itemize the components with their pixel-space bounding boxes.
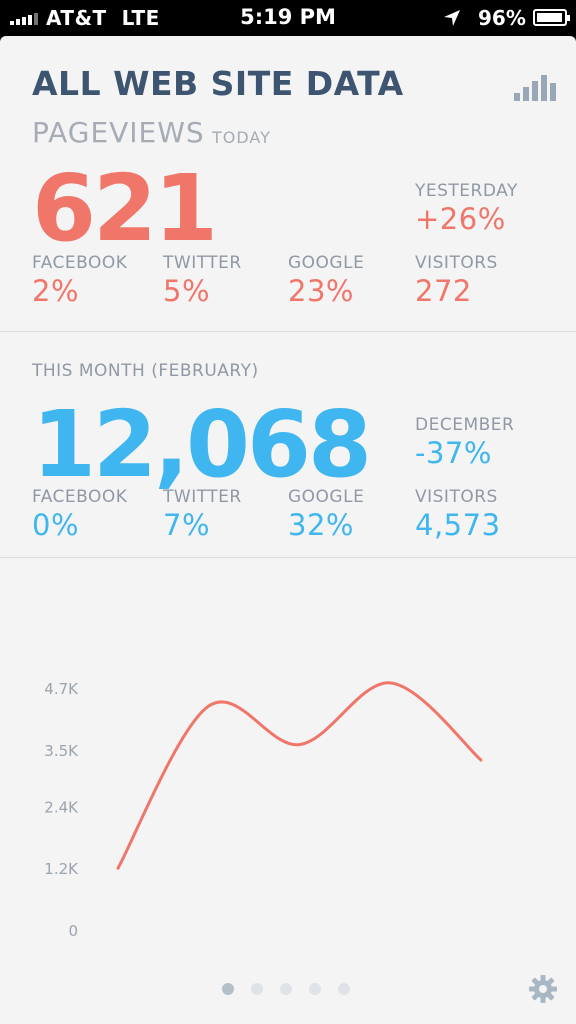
today-twitter-value: 5% xyxy=(163,274,211,308)
battery-percentage: 96% xyxy=(478,6,526,30)
month-pageviews-value: 12,068 xyxy=(32,391,372,498)
y-tick-label: 2.4K xyxy=(44,798,79,816)
battery-fill xyxy=(537,13,562,22)
today-twitter-label: TWITTER xyxy=(163,253,242,273)
month-facebook-value: 0% xyxy=(32,508,80,542)
page-dot[interactable] xyxy=(222,983,234,995)
section-divider xyxy=(0,557,576,558)
today-google-value: 23% xyxy=(288,274,354,308)
dashboard-card: ALL WEB SITE DATA PAGEVIEWS TODAY 621 YE… xyxy=(0,36,576,1024)
page-dot[interactable] xyxy=(309,983,321,995)
y-tick-label: 3.5K xyxy=(44,742,79,760)
carrier-label: AT&T LTE xyxy=(46,6,160,30)
y-tick-label: 1.2K xyxy=(44,860,79,878)
page-indicator[interactable] xyxy=(222,983,350,995)
carrier-name: AT&T xyxy=(46,6,107,30)
page-title: ALL WEB SITE DATA xyxy=(32,64,404,103)
y-tick-label: 0 xyxy=(68,922,78,936)
page-dot[interactable] xyxy=(280,983,292,995)
section-divider xyxy=(0,331,576,332)
page-dot[interactable] xyxy=(338,983,350,995)
month-twitter-label: TWITTER xyxy=(163,487,242,507)
network-type: LTE xyxy=(121,6,160,30)
y-tick-label: 4.7K xyxy=(44,680,79,698)
signal-strength-icon xyxy=(10,11,38,25)
status-bar: AT&T LTE 5:19 PM 96% xyxy=(0,0,576,36)
month-visitors-label: VISITORS xyxy=(415,487,498,507)
month-google-value: 32% xyxy=(288,508,354,542)
yesterday-change: +26% xyxy=(415,202,506,236)
month-facebook-label: FACEBOOK xyxy=(32,487,128,507)
today-google-label: GOOGLE xyxy=(288,253,365,273)
yesterday-label: YESTERDAY xyxy=(415,181,518,201)
today-visitors-label: VISITORS xyxy=(415,253,498,273)
month-twitter-value: 7% xyxy=(163,508,211,542)
december-change: -37% xyxy=(415,436,492,470)
page-dot[interactable] xyxy=(251,983,263,995)
location-arrow-icon xyxy=(444,10,460,26)
today-facebook-label: FACEBOOK xyxy=(32,253,128,273)
december-label: DECEMBER xyxy=(415,415,515,435)
bar-chart-icon[interactable] xyxy=(514,75,562,101)
today-pageviews-value: 621 xyxy=(32,155,218,262)
battery-icon xyxy=(533,9,570,26)
gear-icon[interactable] xyxy=(528,974,558,1004)
today-facebook-value: 2% xyxy=(32,274,80,308)
month-google-label: GOOGLE xyxy=(288,487,365,507)
today-visitors-value: 272 xyxy=(415,274,472,308)
today-label: TODAY xyxy=(212,128,271,147)
pageviews-line-chart[interactable]: 01.2K2.4K3.5K4.7K18 JAN25 JAN01 FEB08 FE… xyxy=(0,596,576,936)
pageviews-series-line xyxy=(116,681,483,870)
pageviews-label: PAGEVIEWS xyxy=(32,116,205,149)
this-month-label: THIS MONTH (FEBRUARY) xyxy=(32,361,259,381)
month-visitors-value: 4,573 xyxy=(415,508,501,542)
status-time: 5:19 PM xyxy=(240,5,336,29)
